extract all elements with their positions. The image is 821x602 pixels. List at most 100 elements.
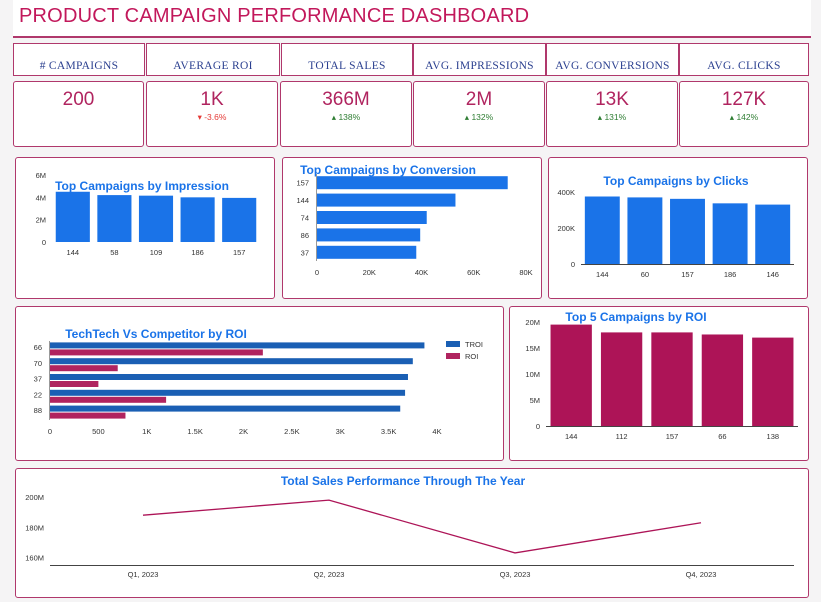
kpi-label: AVERAGE ROI <box>173 60 253 72</box>
kpi-delta-text: 142% <box>736 112 759 122</box>
x-tick-label: 4K <box>432 427 441 436</box>
kpi-value: 366M <box>322 89 370 110</box>
x-tick-label: Q3, 2023 <box>500 570 531 579</box>
bar <box>317 211 427 224</box>
kpi-delta-text: 131% <box>604 112 627 122</box>
arrow-up-icon: ▴ <box>729 112 735 122</box>
competitor-roi-chart-panel: TechTech Vs Competitor by ROI 0 500 1K 1.5K 2… <box>15 306 504 461</box>
y-tick-label: 400K <box>557 188 575 197</box>
x-tick-label: 157 <box>233 248 246 257</box>
kpi-label: TOTAL SALES <box>308 60 386 72</box>
bar <box>50 396 167 403</box>
y-tick-label: 88 <box>34 406 42 415</box>
impression-chart-panel: Top Campaigns by Impression 0 2M 4M 6M 144 58 1… <box>15 157 275 299</box>
x-tick-label: 1.5K <box>187 427 202 436</box>
y-tick-label: 20M <box>525 318 540 327</box>
x-tick-label: Q1, 2023 <box>128 570 159 579</box>
chart-title: Top Campaigns by Impression <box>55 179 229 193</box>
y-tick-label: 200K <box>557 224 575 233</box>
legend-swatch <box>446 353 460 359</box>
bar <box>50 365 118 372</box>
bar <box>600 332 643 426</box>
y-tick-label: 70 <box>34 359 42 368</box>
sales-chart-panel: Total Sales Performance Through The Year… <box>15 468 809 598</box>
bar <box>50 405 401 412</box>
bar <box>55 191 90 242</box>
bar <box>584 196 620 264</box>
y-tick-label: 15M <box>525 344 540 353</box>
x-tick-label: Q2, 2023 <box>314 570 345 579</box>
x-tick-label: 138 <box>767 432 780 441</box>
bar <box>180 197 215 242</box>
x-tick-label: 500 <box>92 427 105 436</box>
y-tick-label: 0 <box>42 238 46 247</box>
bar <box>317 176 508 190</box>
kpi-label: # CAMPAIGNS <box>39 60 119 72</box>
bar <box>755 204 791 264</box>
chart-title: Top Campaigns by Clicks <box>603 174 748 188</box>
kpi-delta-text: 138% <box>338 112 361 122</box>
x-tick-label: 144 <box>67 248 80 257</box>
x-tick-label: 80K <box>519 268 532 277</box>
arrow-up-icon: ▴ <box>464 112 470 122</box>
y-tick-label: 37 <box>34 375 42 384</box>
legend-label: ROI <box>465 352 478 361</box>
bar <box>317 245 417 259</box>
bar <box>222 197 257 242</box>
header-bar: PRODUCT CAMPAIGN PERFORMANCE DASHBOARD <box>13 0 811 38</box>
y-tick-label: 160M <box>25 553 44 562</box>
bar <box>50 374 408 380</box>
arrow-up-icon: ▴ <box>331 112 337 122</box>
y-tick-label: 10M <box>525 370 540 379</box>
kpi-value: 127K <box>721 89 767 110</box>
kpi-card-conversions: 13K ▴ 131% <box>546 81 678 147</box>
kpi-card-campaigns: 200 <box>13 81 144 147</box>
x-tick-label: 2K <box>239 427 248 436</box>
impression-chart: Top Campaigns by Impression 0 2M 4M 6M 144 58 1… <box>36 171 257 257</box>
x-tick-label: 112 <box>616 432 628 441</box>
y-tick-label: 0 <box>536 422 540 431</box>
y-tick-label: 86 <box>301 231 309 240</box>
x-tick-label: 109 <box>150 248 163 257</box>
bar <box>50 349 263 356</box>
bar <box>701 334 744 426</box>
kpi-card-impressions: 2M ▴ 132% <box>413 81 545 147</box>
y-tick-label: 157 <box>296 179 309 188</box>
kpi-delta-text: -3.6% <box>204 112 227 122</box>
bar <box>50 412 126 419</box>
series-line <box>142 499 702 554</box>
y-tick-label: 6M <box>36 171 46 180</box>
kpi-label: AVG. CLICKS <box>707 60 781 72</box>
x-tick-label: 144 <box>565 432 578 441</box>
y-tick-label: 22 <box>34 390 42 399</box>
bar <box>50 342 425 349</box>
y-tick-label: 144 <box>296 196 309 205</box>
kpi-header-clicks: AVG. CLICKS <box>679 43 809 76</box>
x-tick-label: 146 <box>766 270 779 279</box>
kpi-value: 1K <box>200 89 224 110</box>
kpi-card-roi: 1K ▾ -3.6% <box>146 81 278 147</box>
x-tick-label: 157 <box>681 270 694 279</box>
kpi-value: 13K <box>595 89 629 110</box>
bar <box>550 324 592 426</box>
arrow-down-icon: ▾ <box>197 112 202 122</box>
kpi-header-roi: AVERAGE ROI <box>146 43 280 76</box>
roi-chart-panel: Top 5 Campaigns by ROI 0 5M 10M 15M 20M 144 112… <box>509 306 809 461</box>
y-tick-label: 74 <box>301 214 309 223</box>
y-tick-label: 4M <box>36 193 46 202</box>
x-tick-label: 186 <box>724 270 737 279</box>
kpi-card-clicks: 127K ▴ 142% <box>679 81 809 147</box>
bar <box>138 195 174 242</box>
y-tick-label: 2M <box>36 216 46 225</box>
kpi-header-sales: TOTAL SALES <box>281 43 413 76</box>
bar <box>670 198 705 264</box>
y-tick-label: 66 <box>34 343 42 352</box>
competitor-roi-chart: TechTech Vs Competitor by ROI 0 500 1K 1.5K 2… <box>34 327 483 436</box>
x-tick-label: 40K <box>415 268 428 277</box>
x-tick-label: 144 <box>596 270 609 279</box>
chart-title: TechTech Vs Competitor by ROI <box>65 327 247 341</box>
kpi-delta: ▴ 132% <box>414 112 544 123</box>
conversion-chart: Top Campaigns by Conversion 0 20K 40K 60K 80K… <box>296 163 532 277</box>
x-tick-label: 58 <box>110 248 118 257</box>
x-tick-label: 0 <box>315 268 319 277</box>
